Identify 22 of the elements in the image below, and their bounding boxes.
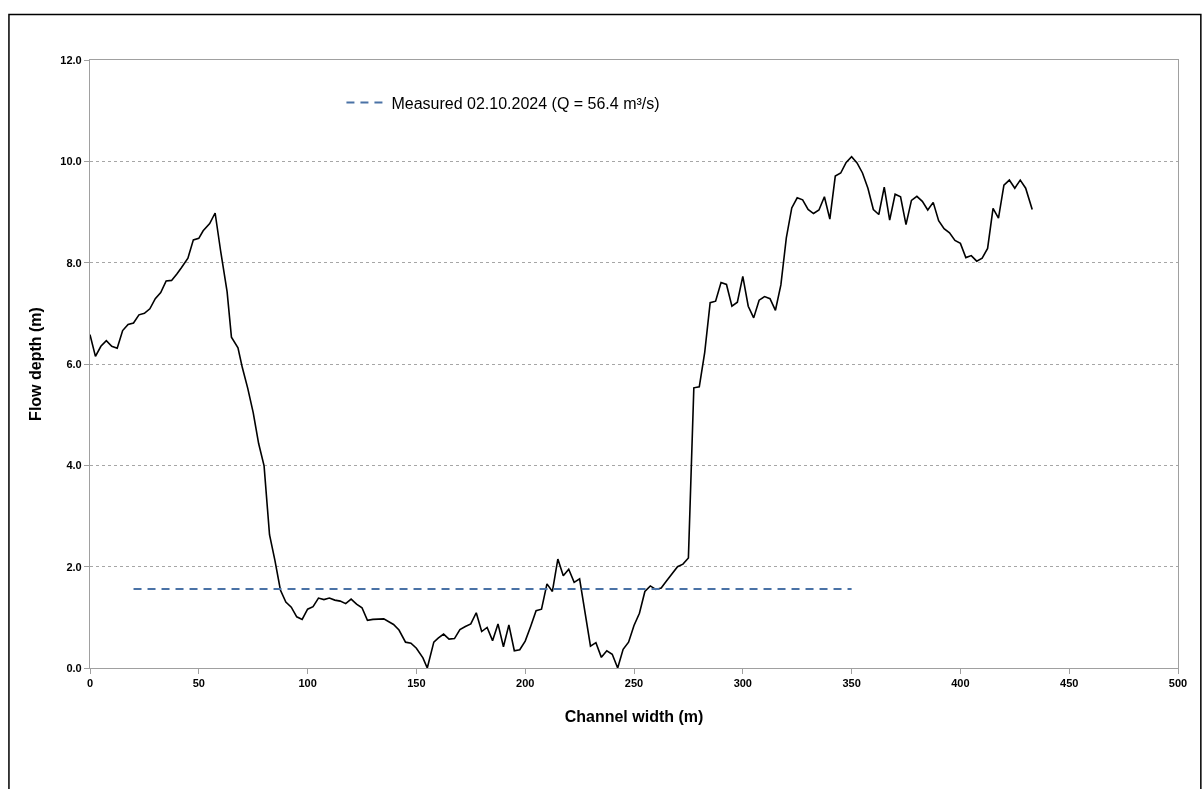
x-tick-label: 200 bbox=[516, 677, 535, 690]
y-tick-label: 10.0 bbox=[60, 155, 82, 168]
x-tick-label: 350 bbox=[842, 677, 861, 690]
y-tick-label: 2.0 bbox=[66, 560, 82, 573]
y-tick-label: 4.0 bbox=[66, 459, 82, 472]
x-tick-label: 300 bbox=[733, 677, 752, 690]
x-tick-label: 150 bbox=[407, 677, 426, 690]
x-axis-title: Channel width (m) bbox=[564, 708, 704, 725]
y-tick-label: 12.0 bbox=[60, 53, 82, 66]
line-series bbox=[90, 155, 1034, 668]
x-tick-label: 450 bbox=[1060, 677, 1079, 690]
x-tick-label: 400 bbox=[951, 677, 970, 690]
x-tick-label: 100 bbox=[298, 677, 317, 690]
y-tick-label: 8.0 bbox=[66, 256, 82, 269]
legend-label: Measured 02.10.2024 (Q = 56.4 m³/s) bbox=[391, 94, 660, 112]
y-tick-label: 0.0 bbox=[66, 661, 82, 674]
x-tick-label: 250 bbox=[624, 677, 644, 690]
y-tick-label: 6.0 bbox=[66, 357, 82, 370]
y-axis-title: Flow depth (m) bbox=[27, 307, 45, 421]
x-tick-label: 50 bbox=[192, 677, 205, 690]
x-tick-label: 500 bbox=[1168, 677, 1188, 690]
x-tick-label: 0 bbox=[86, 677, 94, 690]
